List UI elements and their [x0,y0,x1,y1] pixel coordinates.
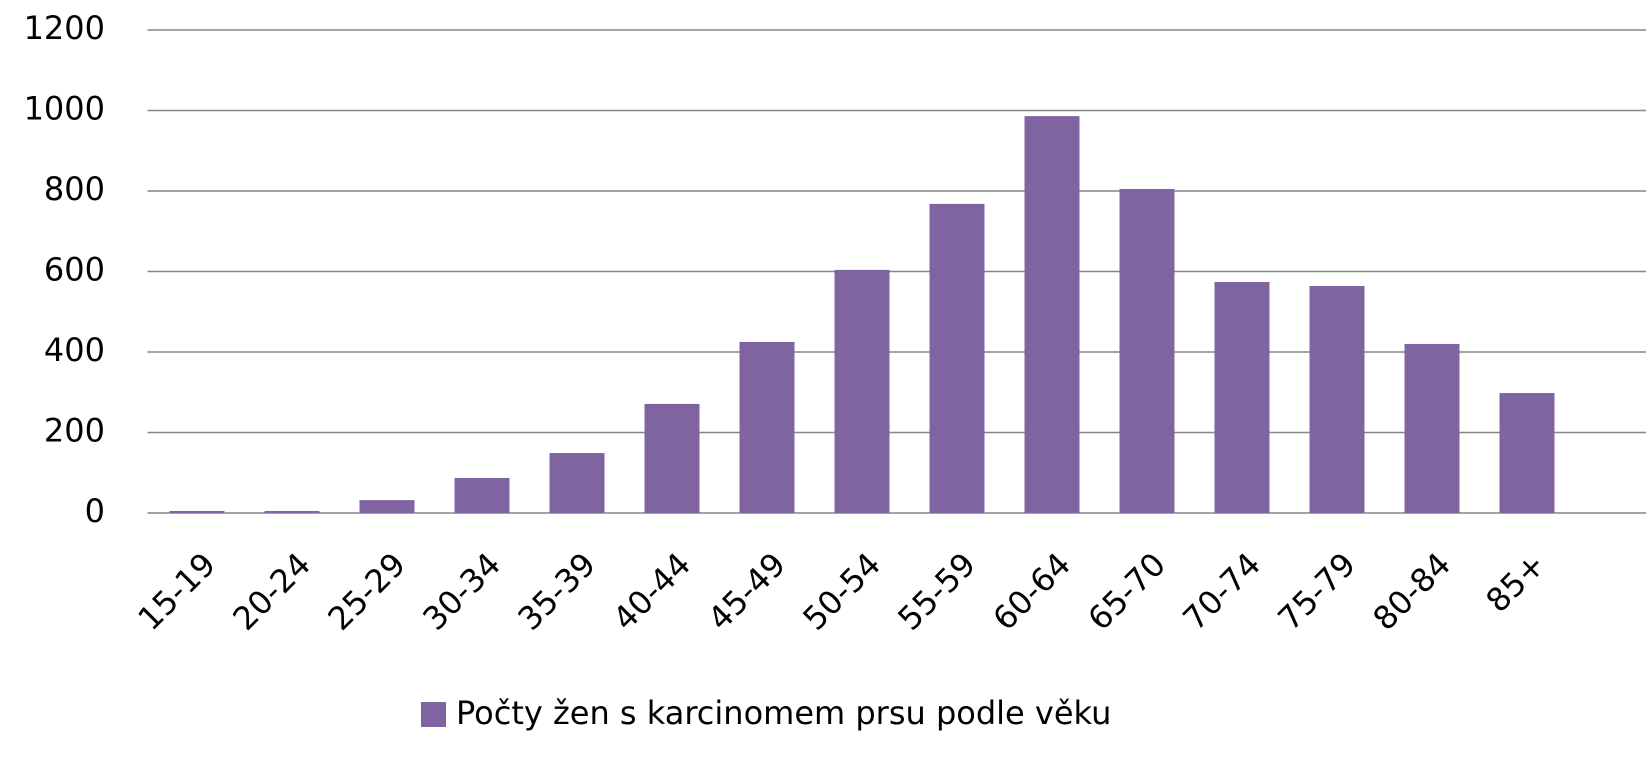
x-tick-label: 40-44 [605,545,698,638]
x-tick-label: 80-84 [1365,545,1458,638]
y-tick-label: 600 [44,251,105,289]
y-tick-label: 1200 [24,9,105,47]
legend-swatch [421,702,446,727]
x-tick-label: 75-79 [1270,545,1363,638]
bar [834,269,890,513]
bar [264,510,320,513]
y-tick-label: 1000 [24,90,105,128]
bar [454,477,510,513]
x-tick-label: 55-59 [890,545,983,638]
bar [1214,281,1270,513]
y-tick-label: 800 [44,170,105,208]
bar [1309,285,1365,513]
y-tick-label: 200 [44,412,105,450]
x-tick-label: 60-64 [985,545,1078,638]
bar [739,341,795,513]
bar [1119,188,1175,514]
bar [1404,343,1460,513]
bar [169,510,225,513]
x-tick-label: 35-39 [510,545,603,638]
x-tick-label: 20-24 [225,545,318,638]
bar [929,203,985,513]
y-tick-label: 0 [85,492,105,530]
legend-label: Počty žen s karcinomem prsu podle věku [456,694,1111,732]
bar [644,403,700,513]
x-tick-label: 65-70 [1080,545,1173,638]
bar [359,500,415,513]
x-tick-label: 25-29 [320,545,413,638]
x-tick-label: 50-54 [795,545,888,638]
x-tick-label: 70-74 [1175,545,1268,638]
x-tick-label: 85+ [1478,545,1553,620]
bar [1499,393,1555,513]
bar [549,453,605,513]
x-tick-label: 30-34 [415,545,508,638]
bar [1024,116,1080,513]
y-tick-label: 400 [44,331,105,369]
x-tick-label: 15-19 [130,545,223,638]
x-tick-label: 45-49 [700,545,793,638]
